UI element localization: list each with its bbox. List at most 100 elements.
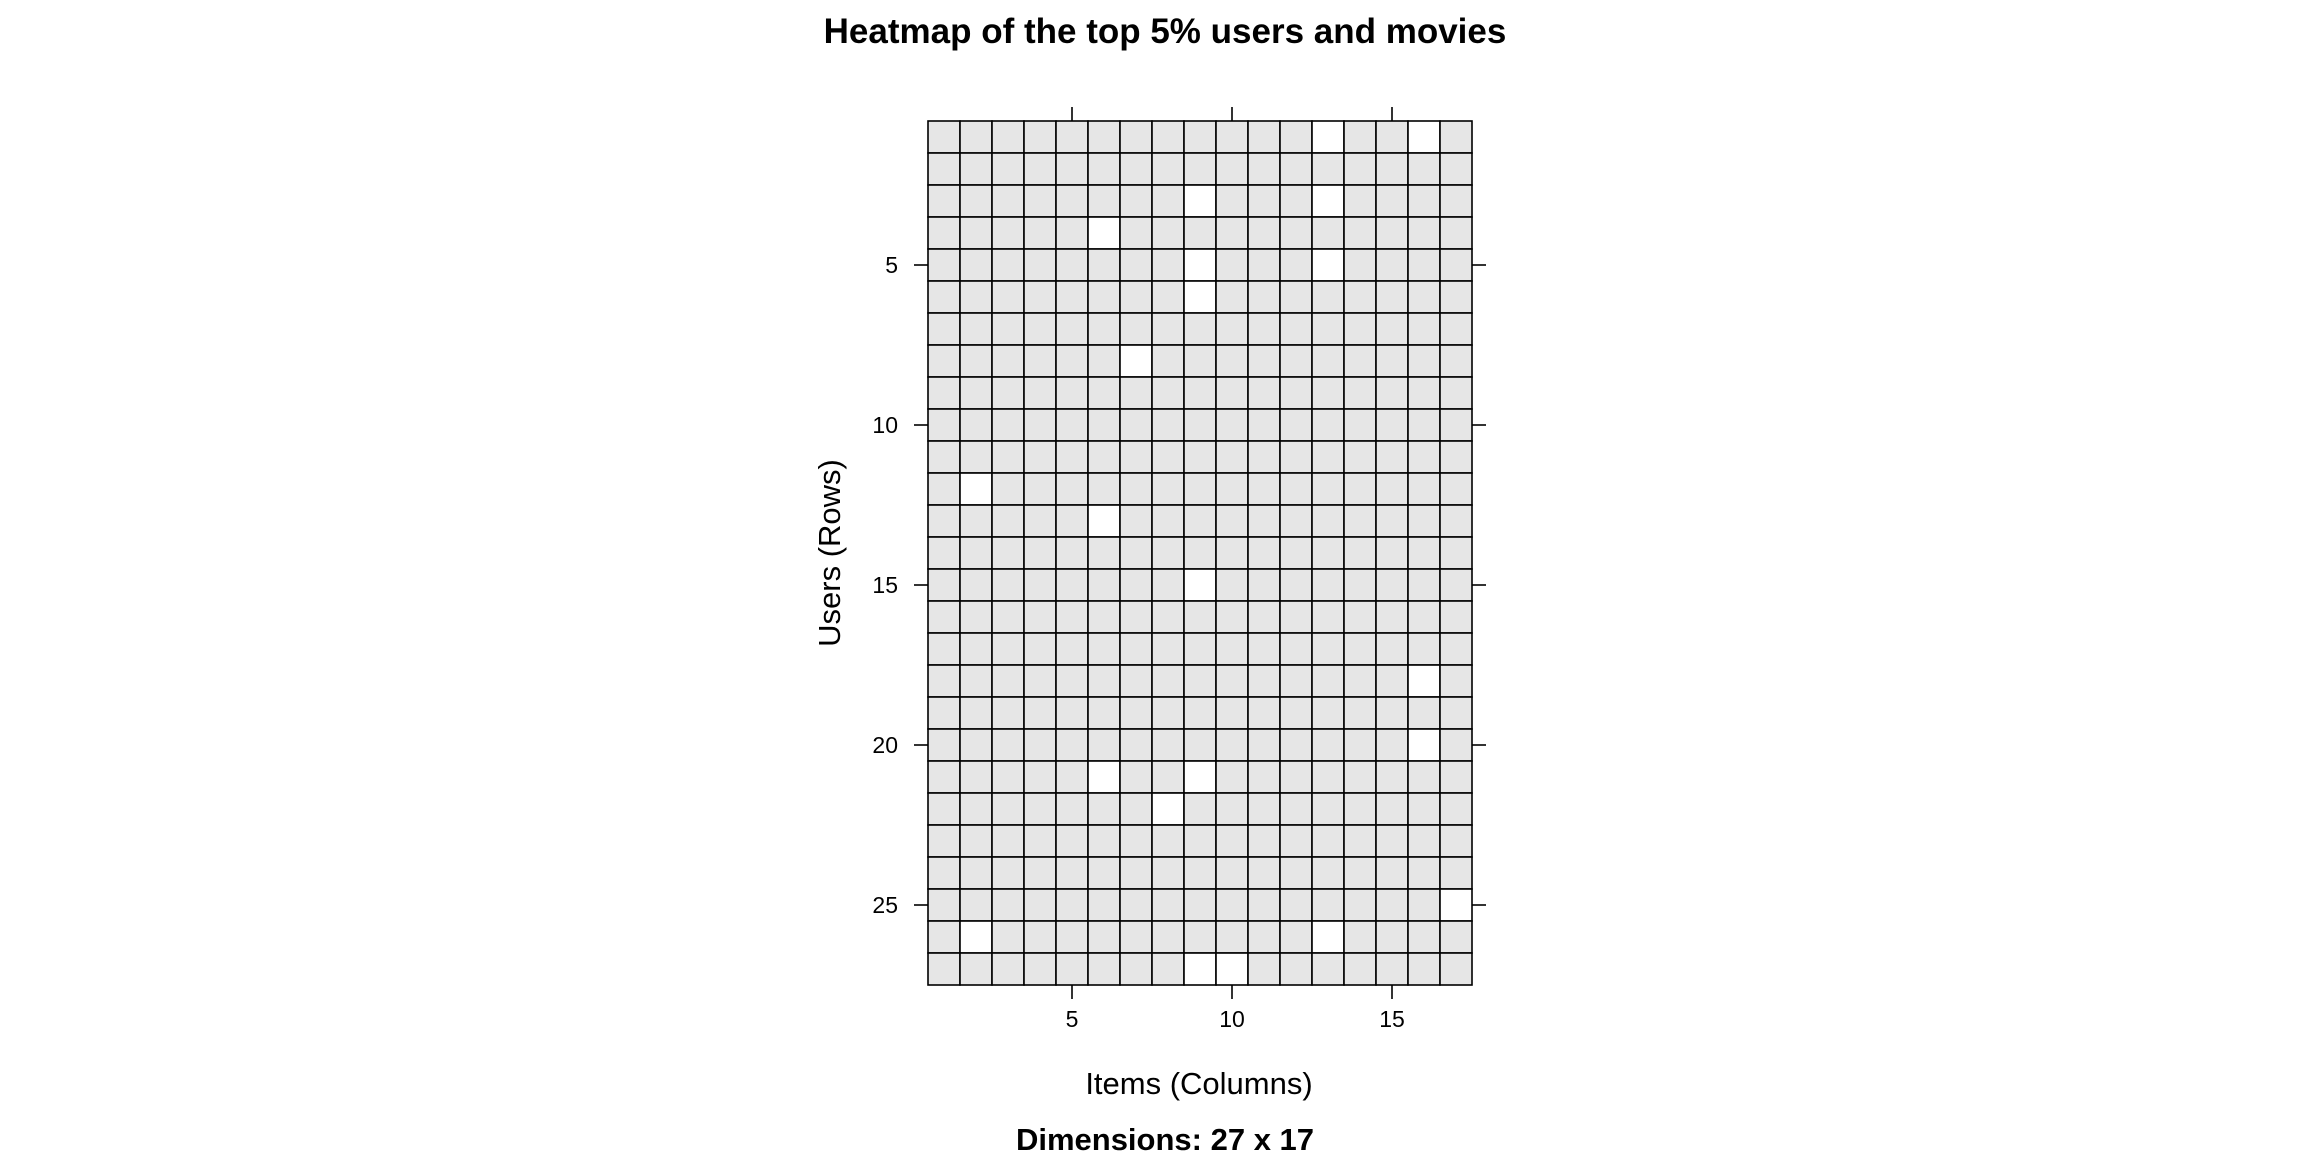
heatmap-cell-filled [1407, 792, 1441, 826]
heatmap-cell-filled [1247, 664, 1281, 698]
heatmap-cell-filled [1119, 728, 1153, 762]
heatmap-cell-filled [1439, 792, 1473, 826]
heatmap-cell-filled [1343, 376, 1377, 410]
heatmap-cell-filled [1023, 120, 1057, 154]
heatmap-cell-filled [1215, 440, 1249, 474]
heatmap-cell-filled [1407, 280, 1441, 314]
heatmap-cell-filled [1407, 920, 1441, 954]
heatmap-cell-filled [1183, 120, 1217, 154]
heatmap-cell-filled [927, 472, 961, 506]
heatmap-cell-filled [1247, 152, 1281, 186]
heatmap-cell-filled [1215, 728, 1249, 762]
heatmap-cell-filled [959, 152, 993, 186]
heatmap-cell-filled [1279, 312, 1313, 346]
heatmap-cell-filled [959, 664, 993, 698]
heatmap-cell-filled [1119, 120, 1153, 154]
y-tick-label: 5 [885, 252, 898, 278]
heatmap-cell-filled [1023, 216, 1057, 250]
heatmap-cell-filled [927, 216, 961, 250]
heatmap-cell-filled [1343, 664, 1377, 698]
heatmap-cell-filled [1247, 728, 1281, 762]
heatmap-cell-filled [1215, 408, 1249, 442]
heatmap-cell-filled [1087, 312, 1121, 346]
heatmap-cell-filled [1119, 696, 1153, 730]
heatmap-cell-filled [991, 536, 1025, 570]
heatmap-cell-filled [1023, 952, 1057, 986]
heatmap-cell-filled [1439, 536, 1473, 570]
heatmap-cell-filled [1247, 472, 1281, 506]
heatmap-cell-filled [1343, 120, 1377, 154]
heatmap-cell-filled [1343, 184, 1377, 218]
heatmap-cell-filled [1279, 696, 1313, 730]
heatmap-cell-filled [927, 632, 961, 666]
heatmap-cells [927, 120, 1473, 986]
heatmap-cell-filled [959, 568, 993, 602]
heatmap-cell-empty [1311, 920, 1345, 954]
heatmap-cell-filled [1055, 472, 1089, 506]
heatmap-cell-filled [1151, 184, 1185, 218]
heatmap-cell-filled [1375, 632, 1409, 666]
heatmap-cell-filled [1279, 216, 1313, 250]
heatmap-cell-filled [1311, 824, 1345, 858]
heatmap-cell-filled [1023, 664, 1057, 698]
y-tick-label: 15 [872, 572, 898, 598]
heatmap-cell-filled [1375, 504, 1409, 538]
heatmap-cell-filled [1119, 440, 1153, 474]
heatmap-cell-filled [1247, 504, 1281, 538]
heatmap-cell-filled [1215, 120, 1249, 154]
heatmap-cell-filled [1375, 600, 1409, 634]
heatmap-cell-filled [1279, 504, 1313, 538]
heatmap-cell-filled [1119, 216, 1153, 250]
heatmap-cell-empty [1087, 216, 1121, 250]
heatmap-cell-filled [1279, 664, 1313, 698]
heatmap-cell-filled [927, 184, 961, 218]
heatmap-cell-filled [959, 184, 993, 218]
heatmap-cell-filled [1311, 856, 1345, 890]
heatmap-cell-filled [1311, 280, 1345, 314]
heatmap-cell-filled [1407, 888, 1441, 922]
heatmap-cell-filled [927, 280, 961, 314]
heatmap-cell-filled [991, 216, 1025, 250]
heatmap-cell-filled [1343, 152, 1377, 186]
heatmap-cell-filled [1343, 472, 1377, 506]
heatmap-cell-filled [991, 664, 1025, 698]
heatmap-cell-filled [1279, 184, 1313, 218]
heatmap-cell-filled [1407, 632, 1441, 666]
heatmap-cell-filled [1151, 728, 1185, 762]
heatmap-cell-filled [1439, 504, 1473, 538]
heatmap-cell-filled [1087, 888, 1121, 922]
y-tick-label: 20 [872, 732, 898, 758]
heatmap-cell-filled [1407, 312, 1441, 346]
heatmap-cell-filled [1055, 696, 1089, 730]
heatmap-cell-filled [1151, 600, 1185, 634]
heatmap-cell-filled [1151, 504, 1185, 538]
heatmap-cell-filled [927, 120, 961, 154]
heatmap-cell-filled [1279, 472, 1313, 506]
heatmap-cell-filled [1183, 728, 1217, 762]
heatmap-cell-filled [1183, 440, 1217, 474]
heatmap-cell-filled [1407, 248, 1441, 282]
heatmap-cell-filled [1215, 344, 1249, 378]
heatmap-cell-filled [1151, 888, 1185, 922]
heatmap-cell-filled [1055, 440, 1089, 474]
heatmap-cell-filled [1087, 408, 1121, 442]
heatmap-cell-filled [959, 760, 993, 794]
heatmap-cell-filled [927, 504, 961, 538]
heatmap-cell-filled [1279, 856, 1313, 890]
heatmap-cell-filled [959, 824, 993, 858]
heatmap-cell-filled [1183, 312, 1217, 346]
heatmap-cell-filled [1087, 184, 1121, 218]
heatmap-cell-filled [927, 792, 961, 826]
heatmap-cell-filled [1023, 536, 1057, 570]
heatmap-cell-filled [1119, 856, 1153, 890]
heatmap-cell-filled [1119, 920, 1153, 954]
heatmap-cell-filled [1439, 920, 1473, 954]
heatmap-cell-filled [1055, 312, 1089, 346]
heatmap-cell-filled [991, 472, 1025, 506]
dimensions-label: Dimensions: 27 x 17 [1016, 1122, 1314, 1152]
heatmap-cell-filled [1055, 536, 1089, 570]
heatmap-cell-filled [959, 600, 993, 634]
heatmap-cell-filled [1311, 664, 1345, 698]
heatmap-cell-filled [1215, 568, 1249, 602]
heatmap-cell-filled [1439, 184, 1473, 218]
